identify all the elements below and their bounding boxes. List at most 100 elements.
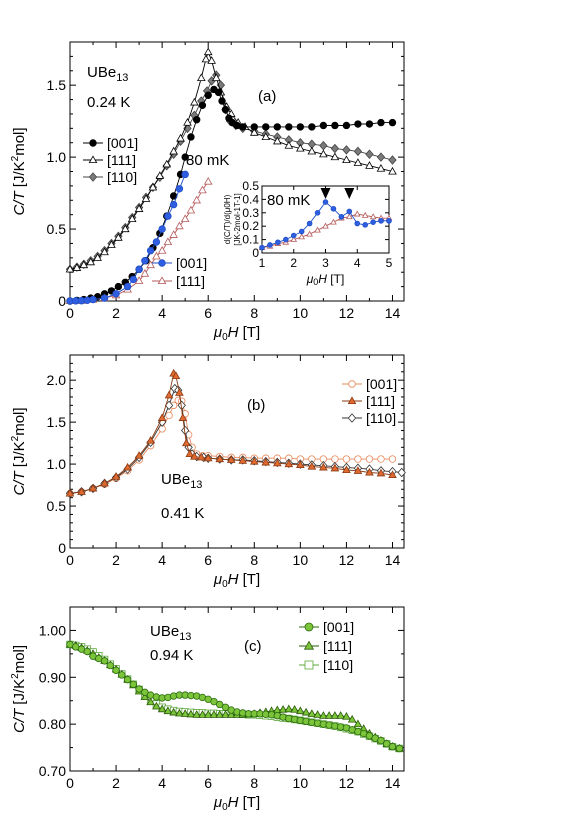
series-a-0-point [204,91,212,99]
y-tick-label: 0.80 [39,716,66,732]
inset-series-1-point [330,218,337,225]
y-tick-label: 2.0 [47,372,67,388]
inset-x-tick-label: 2 [290,256,297,270]
legend-80mK-111-marker [157,276,167,285]
series-c-1-point [146,697,155,706]
x-axis-label: μ0H [T] [213,324,260,343]
y-tick-label: 0.5 [47,221,67,237]
inset-series-1-point [306,230,313,237]
series-c-1-point [290,705,299,713]
series-a-4-point [203,176,213,185]
y-axis-label: C/T [J/K2mol] [10,127,28,215]
series-c-1-point [203,710,213,718]
series-b-0-point [354,455,362,463]
series-a-1-point [127,214,137,223]
series-a-1-point [353,158,363,166]
legend-024K: [001][111][110] [83,135,138,185]
series-c-1-point [175,708,184,717]
series-c-1-point [296,706,305,715]
series-a-1-point [72,263,82,271]
series-c-0-point [118,671,126,679]
legend-001-marker [89,139,97,147]
series-c-1-point [198,710,207,718]
legend-110-label: [110] [107,169,137,185]
x-tick-label: 12 [339,305,355,321]
series-c-1-point [278,705,288,713]
series-c-0-point [216,700,224,709]
sample-label: UBe13 [161,471,202,491]
series-c-1-point [169,707,178,716]
series-b-1-point [164,390,174,399]
inset-series-0-point [346,208,353,215]
inset-y-tick-label: 0.2 [242,219,259,233]
series-b-1-point [342,465,351,474]
series-a-3-point [169,200,178,209]
series-b-1-point [178,413,188,421]
legend-80mK: [001] [111] [152,255,207,289]
series-c-0-point [377,736,385,745]
series-b-1-point [100,478,109,487]
series-b-1-point [249,456,259,465]
series-c-0-point [388,742,397,751]
series-a-4-point [198,185,207,194]
series-b-0-point [342,455,351,463]
series-c-1-point [330,711,340,719]
series-a-1-point [388,166,397,175]
x-tick-label: 14 [385,775,401,791]
inset-series-1-point [290,236,298,242]
legend-001-label: [001] [366,376,397,392]
series-c-1-point [140,692,150,701]
series-a-3-point [129,275,138,284]
series-b-1-point [319,462,328,471]
series-a-1-point [330,152,340,161]
series-b-0-point [165,411,173,420]
series-c-1-point [353,719,363,728]
inset-series-0-point [354,220,361,227]
y-tick-label: 1.5 [47,414,67,430]
legend-b: [001][111][110] [342,376,397,426]
series-a-4-point [163,237,173,246]
x-tick-label: 2 [112,775,120,791]
series-a-3-point [135,265,143,274]
series-a-0-point [388,118,397,127]
series-c-1-point [180,709,190,717]
inset-series-0-point [386,218,392,224]
y-axis-label: C/T [J/K2mol] [10,645,28,733]
series-a-0-point [319,121,328,130]
x-tick-label: 6 [204,775,212,791]
x-tick-label: 2 [112,552,120,568]
x-tick-label: 10 [293,305,309,321]
legend-111-marker [347,396,357,405]
series-a-3-point [89,295,97,304]
series-a-0-point [354,120,362,128]
legend-110-marker [88,172,98,182]
series-c-1-point [307,709,317,717]
legend-111-label: [111] [107,152,136,168]
temperature-label: 0.41 K [161,505,204,522]
x-tick-label: 4 [158,305,166,321]
x-tick-label: 8 [250,775,258,791]
series-c-1-point [336,711,345,719]
inset-series-1-point [345,213,353,220]
inset-series [258,199,393,251]
inset-series-0-point [306,220,313,227]
series-a-0-point [114,282,123,291]
series-a-1-point [134,204,144,212]
legend-c: [001] [111] [110] [299,619,354,673]
series-a-0-point [342,121,351,130]
series-b-1-point [65,488,75,497]
series-a-0-point [331,121,339,130]
inset-series-1-point [361,211,369,218]
y-tick-label: 0.90 [39,669,66,685]
x-tick-label: 0 [66,305,74,321]
series-b-1-point [182,438,191,447]
series-a-0-point [285,123,293,131]
series-b-0-point [377,455,385,463]
series-b-1-point [77,487,86,495]
series-b-1-point [134,451,144,459]
inset-series-1-point [369,213,377,220]
series-a-0-point [296,123,305,131]
panel-label: (c) [244,638,262,655]
plot-frame [69,606,405,772]
